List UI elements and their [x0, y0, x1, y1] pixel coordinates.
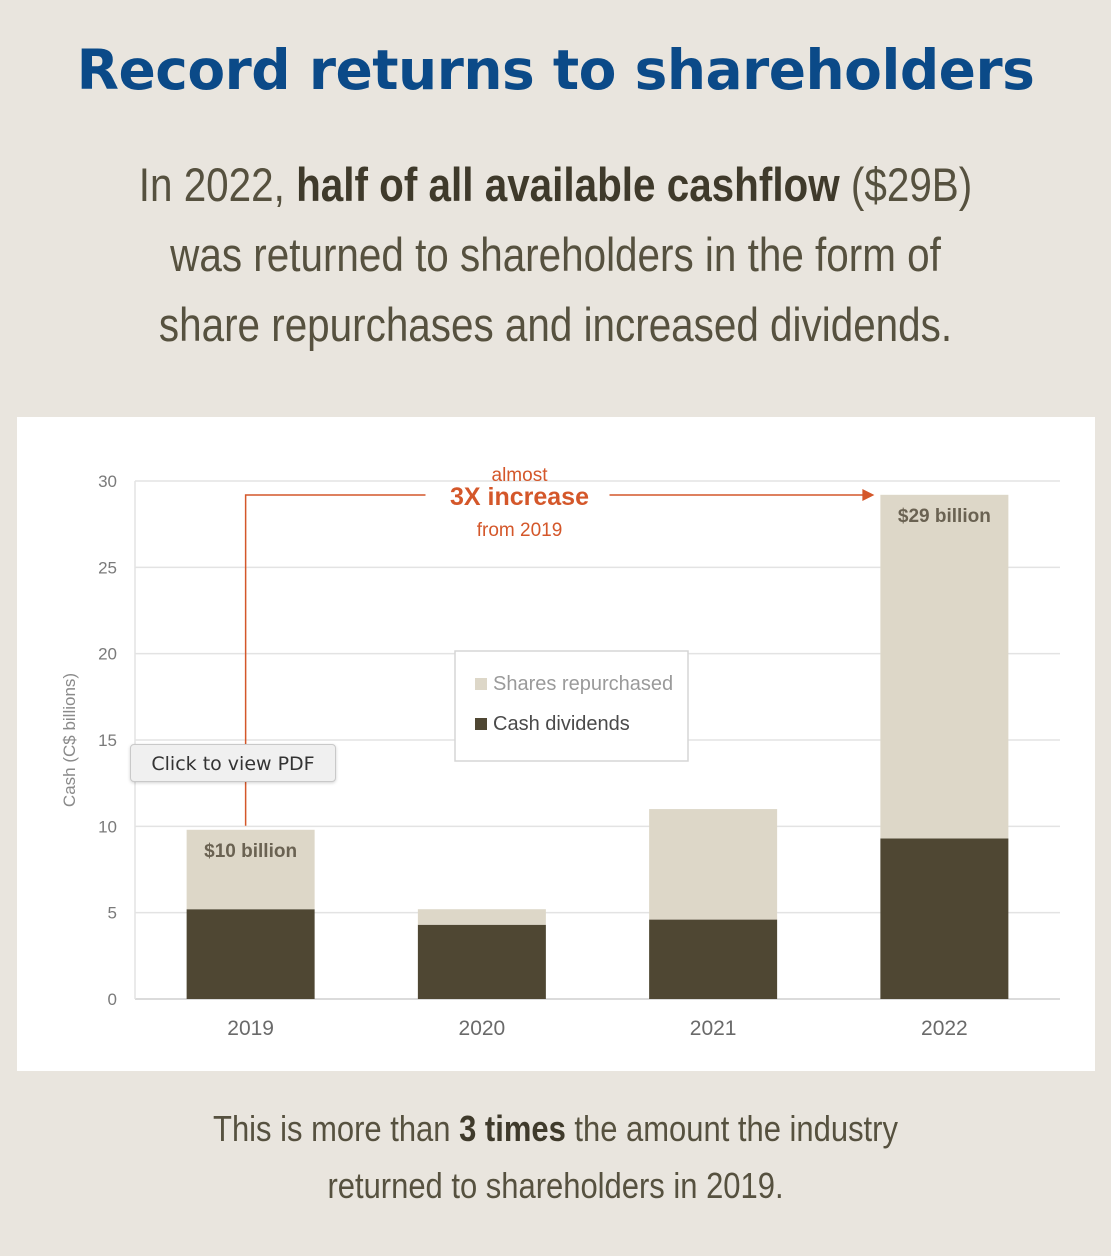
- page-title: Record returns to shareholders: [76, 38, 1035, 102]
- view-pdf-tooltip[interactable]: Click to view PDF: [130, 744, 336, 782]
- bar-cash-dividends-2022: [880, 838, 1009, 999]
- legend-swatch: [475, 718, 487, 730]
- bar-cash-dividends-2020: [417, 924, 546, 999]
- x-tick-label: 2021: [690, 1017, 737, 1040]
- footer-text-start: This is more than: [213, 1108, 460, 1149]
- y-tick-label: 15: [98, 731, 117, 750]
- chart-panel: 0 5 10 15 20 25 30 Cash (C$ billions) 2019 2020 20…: [17, 417, 1095, 1071]
- bar-cash-dividends-2019: [186, 909, 315, 999]
- y-tick-label: 0: [108, 990, 117, 1009]
- shareholder-returns-chart: 0 5 10 15 20 25 30 Cash (C$ billions) 2019 2020 20…: [60, 465, 1060, 1040]
- y-tick-label: 30: [98, 472, 117, 491]
- annotation-line-2: 3X increase: [450, 483, 589, 511]
- footer-note: This is more than 3 times the amount the…: [181, 1100, 930, 1214]
- subtitle: In 2022, half of all available cashflow …: [138, 150, 973, 360]
- annotation-line-3: from 2019: [477, 520, 563, 541]
- legend-label: Cash dividends: [493, 713, 630, 735]
- y-tick-label: 5: [108, 904, 117, 923]
- y-tick-label: 20: [98, 645, 117, 664]
- y-tick-label: 10: [98, 817, 117, 836]
- x-tick-label: 2020: [459, 1017, 506, 1040]
- bar-shares-repurchased-2021: [649, 809, 778, 920]
- footer-text-end: the amount the industry returned to shar…: [327, 1108, 898, 1206]
- bar-shares-repurchased-2019: [186, 829, 315, 910]
- increase-arrow-line: [244, 494, 426, 826]
- y-tick-label: 25: [98, 558, 117, 577]
- footer-highlight: 3 times: [459, 1108, 566, 1149]
- subtitle-text-end: ($29B) was returned to shareholders in t…: [158, 158, 973, 351]
- increase-arrow-head: [862, 489, 875, 501]
- bar-total-label: $10 billion: [204, 841, 297, 862]
- legend-box: [454, 650, 689, 762]
- subtitle-highlight: half of all available cashflow: [296, 158, 840, 211]
- bar-cash-dividends-2021: [649, 919, 778, 999]
- bar-shares-repurchased-2022: [880, 494, 1009, 839]
- annotation-line-1: almost: [492, 465, 549, 486]
- x-tick-label: 2022: [921, 1017, 968, 1040]
- bar-total-label: $29 billion: [898, 506, 991, 527]
- legend-label: Shares repurchased: [493, 673, 673, 695]
- legend-swatch: [475, 678, 487, 690]
- bar-shares-repurchased-2020: [417, 909, 546, 925]
- x-tick-label: 2019: [227, 1017, 274, 1040]
- subtitle-text-start: In 2022,: [138, 158, 297, 211]
- y-axis-label: Cash (C$ billions): [60, 673, 79, 807]
